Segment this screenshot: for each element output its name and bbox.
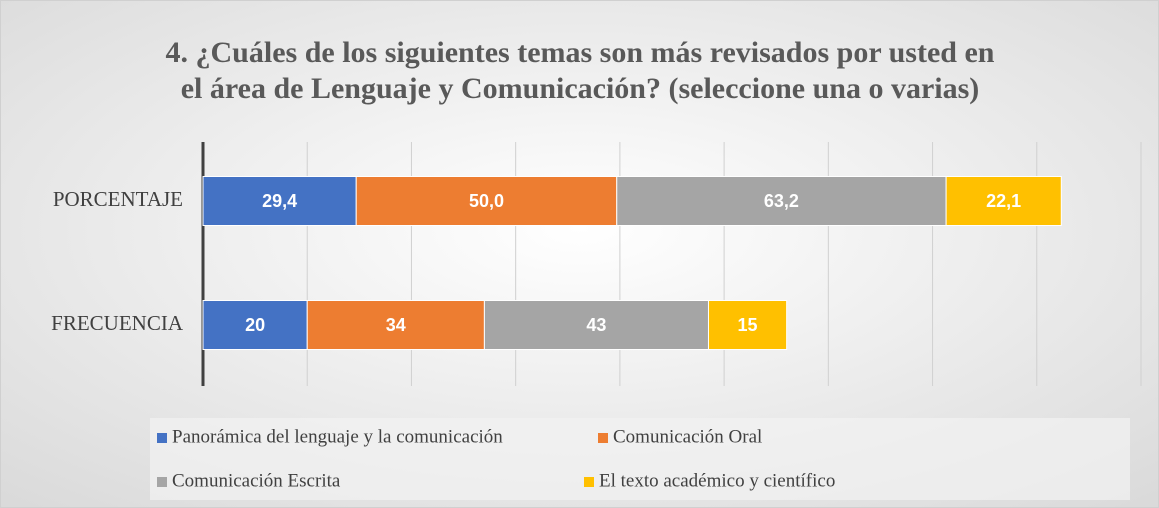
data-label: 29,4 — [262, 191, 297, 211]
bar-segment — [707, 300, 788, 350]
data-label: 50,0 — [469, 191, 504, 211]
data-label: 63,2 — [764, 191, 799, 211]
data-label: 43 — [586, 315, 606, 335]
chart-title: 4. ¿Cuáles de los siguientes temas son m… — [166, 36, 995, 69]
data-label: 15 — [738, 315, 758, 335]
legend-box — [150, 418, 1130, 500]
bar-segment — [306, 300, 485, 350]
legend-label: Comunicación Escrita — [172, 470, 341, 491]
chart-title: el área de Lenguaje y Comunicación? (sel… — [181, 72, 980, 105]
bar-segment — [945, 176, 1062, 226]
legend-swatch — [157, 477, 167, 487]
data-label: 34 — [386, 315, 406, 335]
legend-label: Panorámica del lenguaje y la comunicació… — [172, 426, 503, 447]
data-label: 20 — [245, 315, 265, 335]
legend-swatch — [598, 433, 608, 443]
bar-segment — [202, 300, 308, 350]
y-tick-label: FRECUENCIA — [51, 311, 184, 335]
bar-segment — [483, 300, 709, 350]
legend-swatch — [584, 477, 594, 487]
y-tick-label: PORCENTAJE — [53, 187, 183, 211]
bar-segment — [355, 176, 618, 226]
data-label: 22,1 — [986, 191, 1021, 211]
legend-label: Comunicación Oral — [613, 426, 762, 447]
legend-swatch — [157, 433, 167, 443]
legend-label: El texto académico y científico — [599, 470, 835, 491]
